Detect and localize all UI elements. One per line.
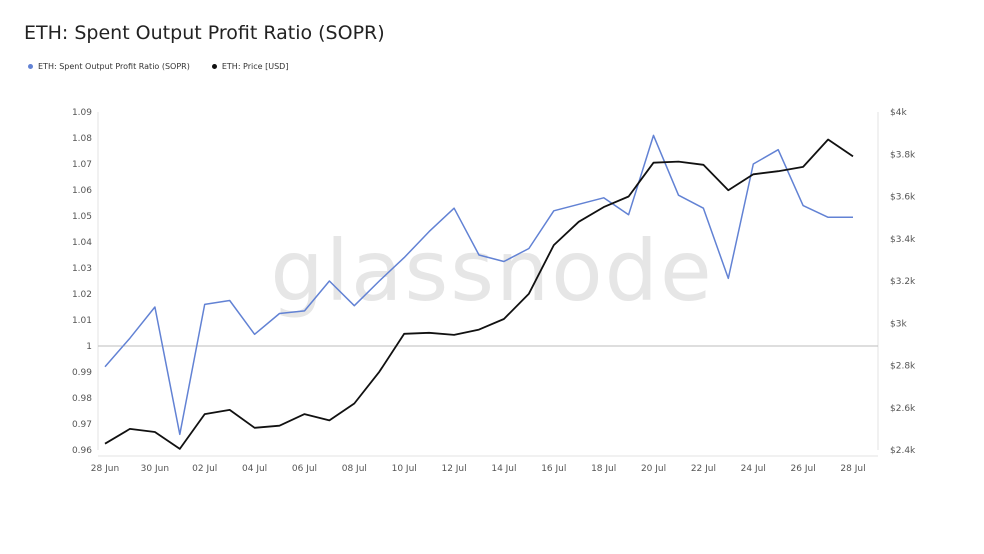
left-tick-label: 1 — [86, 342, 92, 352]
left-tick-label: 1.02 — [72, 290, 92, 300]
chart-title: ETH: Spent Output Profit Ratio (SOPR) — [24, 22, 385, 44]
legend-item-sopr[interactable]: ETH: Spent Output Profit Ratio (SOPR) — [28, 62, 190, 71]
left-tick-label: 1.05 — [72, 212, 92, 222]
x-tick-label: 18 Jul — [591, 464, 616, 474]
legend-item-price[interactable]: ETH: Price [USD] — [211, 62, 289, 71]
left-tick-label: 1.01 — [72, 316, 92, 326]
x-tick-label: 14 Jul — [491, 464, 516, 474]
x-tick-label: 26 Jul — [791, 464, 816, 474]
x-tick-label: 12 Jul — [441, 464, 466, 474]
x-tick-label: 20 Jul — [641, 464, 666, 474]
x-tick-label: 24 Jul — [741, 464, 766, 474]
left-tick-label: 1.09 — [72, 108, 92, 118]
left-tick-label: 1.08 — [72, 134, 92, 144]
x-tick-label: 10 Jul — [392, 464, 417, 474]
legend-label-sopr: ETH: Spent Output Profit Ratio (SOPR) — [38, 62, 190, 71]
x-tick-label: 22 Jul — [691, 464, 716, 474]
series-line-sopr — [104, 134, 853, 436]
x-tick-label: 02 Jul — [192, 464, 217, 474]
left-tick-label: 1.07 — [72, 160, 92, 170]
x-tick-label: 04 Jul — [242, 464, 267, 474]
left-tick-label: 0.99 — [72, 368, 92, 378]
left-tick-label: 0.98 — [72, 394, 92, 404]
right-tick-label: $4k — [890, 108, 907, 118]
x-tick-label: 30 Jun — [141, 464, 169, 474]
right-tick-label: $3.2k — [890, 277, 916, 287]
x-tick-label: 08 Jul — [342, 464, 367, 474]
right-tick-label: $3.6k — [890, 193, 916, 203]
right-tick-label: $3.4k — [890, 235, 916, 245]
x-tick-label: 16 Jul — [541, 464, 566, 474]
left-tick-label: 0.97 — [72, 420, 92, 430]
left-tick-label: 1.06 — [72, 186, 92, 196]
chart-legend: ETH: Spent Output Profit Ratio (SOPR) ET… — [28, 62, 288, 71]
x-tick-label: 28 Jul — [840, 464, 865, 474]
right-tick-label: $2.4k — [890, 446, 916, 456]
x-tick-label: 06 Jul — [292, 464, 317, 474]
series-line-price — [104, 138, 854, 450]
legend-swatch-price — [211, 64, 217, 69]
right-tick-label: $2.6k — [890, 404, 916, 414]
chart-series — [104, 134, 854, 450]
left-tick-label: 1.04 — [72, 238, 92, 248]
watermark-text: glassnode — [270, 222, 713, 320]
right-tick-label: $2.8k — [890, 362, 916, 372]
x-tick-label: 28 Jun — [91, 464, 119, 474]
legend-swatch-sopr — [28, 64, 33, 69]
chart-axes: 0.96 0.97 0.98 0.99 1 1.01 1.02 1.03 1.04 1.05 1.0… — [72, 108, 916, 474]
legend-label-price: ETH: Price [USD] — [221, 62, 289, 71]
left-tick-label: 1.03 — [72, 264, 92, 274]
right-tick-label: $3.8k — [890, 150, 916, 160]
right-tick-label: $3k — [890, 319, 907, 329]
left-tick-label: 0.96 — [72, 446, 92, 456]
